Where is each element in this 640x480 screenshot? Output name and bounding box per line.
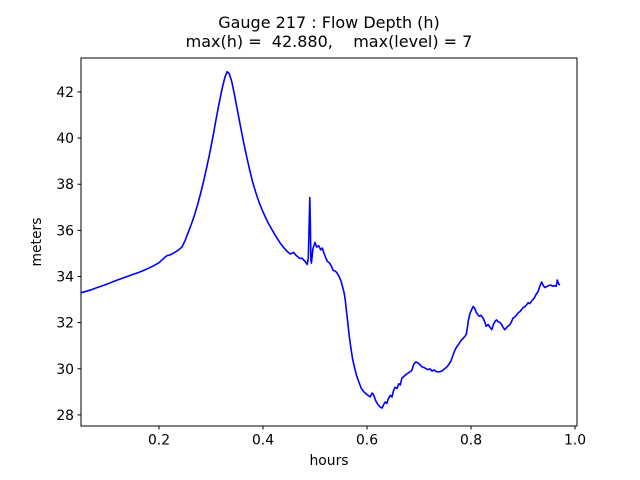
y-tick-label: 32	[56, 316, 74, 332]
x-tick-label: 0.6	[356, 433, 378, 449]
y-tick-label: 38	[56, 177, 74, 193]
title-block: Gauge 217 : Flow Depth (h) max(h) = 42.8…	[81, 13, 577, 51]
chart-subtitle: max(h) = 42.880, max(level) = 7	[185, 32, 473, 51]
y-tick-label: 42	[56, 85, 74, 101]
y-tick-label: 34	[56, 270, 74, 286]
y-tick-label: 40	[56, 131, 74, 147]
plot-area	[80, 57, 578, 427]
x-tick-label: 0.8	[460, 433, 482, 449]
y-tick-label: 30	[56, 362, 74, 378]
y-axis-ticks: 28 30 32 34 36 38 40 42	[56, 85, 81, 424]
y-axis-label: meters	[29, 217, 45, 266]
y-tick-label: 28	[56, 408, 74, 424]
series-group	[80, 70, 561, 409]
x-axis-label: hours	[309, 453, 348, 469]
x-tick-label: 0.2	[148, 433, 170, 449]
chart-title: Gauge 217 : Flow Depth (h)	[218, 13, 440, 32]
y-tick-label: 36	[56, 223, 74, 239]
x-tick-label: 1.0	[564, 433, 586, 449]
x-axis-ticks: 0.2 0.4 0.6 0.8 1.0	[148, 426, 586, 449]
x-tick-label: 0.4	[252, 433, 274, 449]
flow-depth-line	[80, 70, 561, 409]
